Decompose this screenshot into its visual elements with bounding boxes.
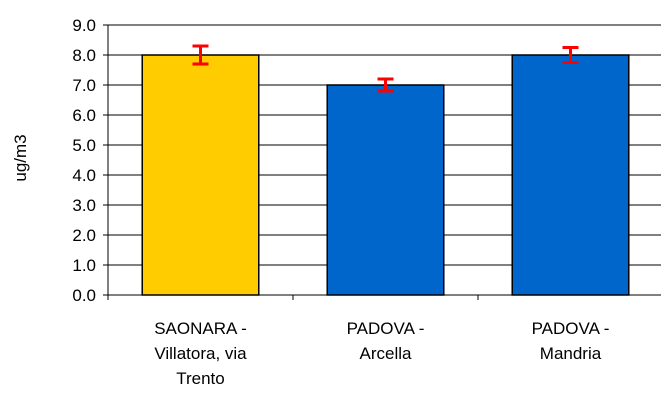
error-bars [192,44,579,93]
x-category-label: SAONARA - Villatora, via Trento [154,319,247,388]
y-tick-labels: 0.0 1.0 2.0 3.0 4.0 5.0 6.0 7.0 8.0 9.0 [72,16,96,305]
y-tick-label: 7.0 [72,76,96,95]
x-category-label-line: Arcella [360,344,413,363]
bars [141,54,630,296]
y-tick-label: 1.0 [72,256,96,275]
x-category-label-line: PADOVA - [532,319,610,338]
y-tick-label: 4.0 [72,166,96,185]
x-category-label-line: Trento [176,369,225,388]
x-category-label-line: Mandria [540,344,602,363]
x-category-label-line: SAONARA - [154,319,247,338]
y-tick-label: 6.0 [72,106,96,125]
y-tick-label: 0.0 [72,286,96,305]
x-category-label: PADOVA - Mandria [532,319,610,363]
y-tick-label: 8.0 [72,46,96,65]
axes [103,24,661,300]
bar [326,84,445,296]
y-tick-label: 9.0 [72,16,96,35]
y-tick-label: 5.0 [72,136,96,155]
x-category-label: PADOVA - Arcella [347,319,425,363]
y-tick-label: 3.0 [72,196,96,215]
bar [141,54,260,296]
bar [511,54,630,296]
x-category-labels: SAONARA - Villatora, via Trento PADOVA - Arc… [154,319,609,388]
y-tick-label: 2.0 [72,226,96,245]
x-category-label-line: Villatora, via [154,344,247,363]
x-category-label-line: PADOVA - [347,319,425,338]
y-axis-title: ug/m3 [11,134,30,181]
